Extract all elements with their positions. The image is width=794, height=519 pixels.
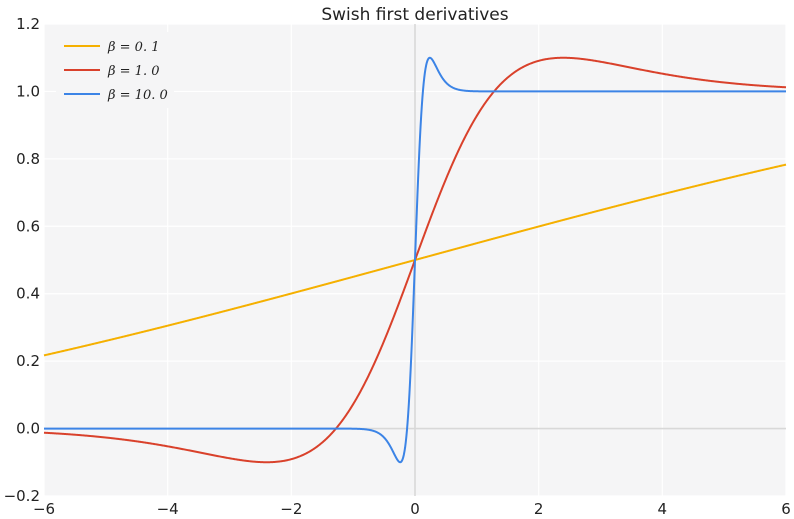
y-tick-label: 1.0: [16, 82, 40, 100]
y-tick-label: 0.6: [16, 217, 40, 235]
x-tick-label: −6: [33, 500, 55, 518]
y-tick-label: 0.8: [16, 150, 40, 168]
legend: β = 0. 1 β = 1. 0 β = 10. 0: [56, 32, 174, 108]
x-tick-label: −2: [280, 500, 302, 518]
x-tick-label: −4: [157, 500, 179, 518]
legend-label: β = 0. 1: [107, 40, 159, 55]
y-tick-label: 0.4: [16, 285, 40, 303]
y-tick-label: −0.2: [4, 487, 40, 505]
y-tick-label: 0.0: [16, 420, 40, 438]
x-tick-label: 0: [410, 500, 420, 518]
legend-label: β = 10. 0: [107, 88, 168, 103]
series-line-3: [43, 56, 787, 464]
x-tick-label: 2: [534, 500, 544, 518]
y-tick-label: 1.2: [16, 15, 40, 33]
tick-labels: −6 −4 −2 0 2 4 6 −0.2 0.0 0.2 0.4 0.6 0.8 1.0 1.2: [4, 15, 791, 518]
x-tick-label: 6: [781, 500, 791, 518]
legend-box: [56, 32, 174, 108]
y-tick-label: 0.2: [16, 352, 40, 370]
x-tick-label: 4: [658, 500, 668, 518]
chart-title: Swish first derivatives: [321, 5, 508, 25]
series-lines: [43, 56, 787, 464]
legend-label: β = 1. 0: [107, 64, 159, 79]
